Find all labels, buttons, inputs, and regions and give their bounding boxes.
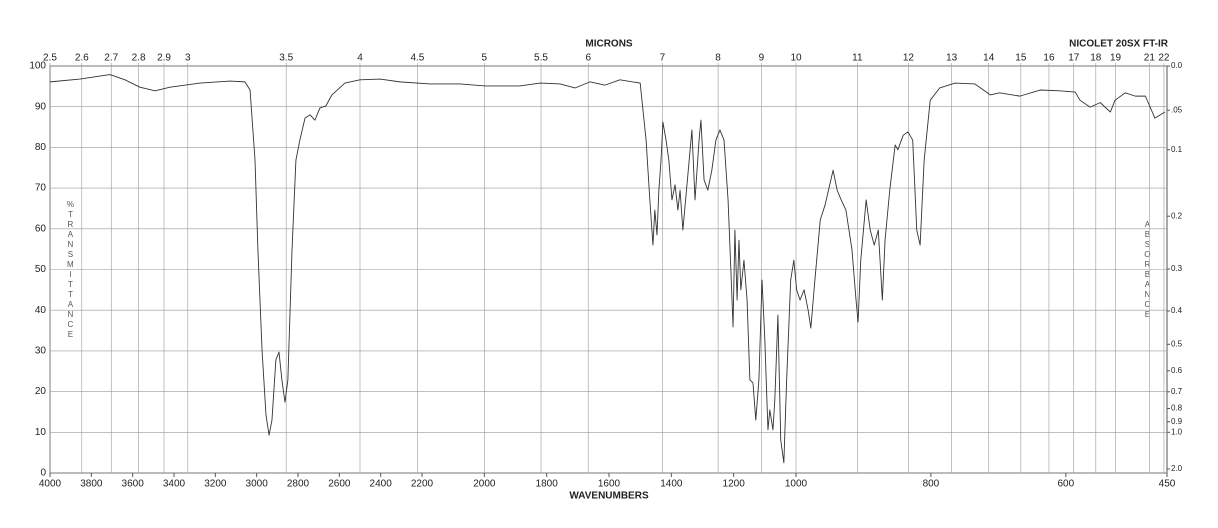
y-tick-label: 90	[35, 101, 47, 112]
x-tick-label: 1200	[723, 479, 746, 490]
x-tick-label: 3000	[246, 479, 269, 490]
x2-tick-label: 8	[715, 53, 721, 64]
y-tick-label: 100	[29, 61, 46, 72]
x2-tick-label: 7	[660, 53, 666, 64]
x-tick-label: 1000	[785, 479, 808, 490]
y-tick-label: 50	[35, 264, 47, 275]
x2-tick-label: 21	[1144, 53, 1156, 64]
x2-tick-label: 16	[1043, 53, 1055, 64]
y-tick-label: 40	[35, 305, 47, 316]
x2-tick-label: 2.8	[132, 53, 146, 64]
x2-tick-label: 3	[185, 53, 191, 64]
x2-tick-label: 9	[759, 53, 765, 64]
x-axis-label: WAVENUMBERS	[569, 491, 649, 502]
y2-tick-label: 0.3	[1171, 264, 1183, 273]
x2-tick-label: 15	[1015, 53, 1027, 64]
y2-tick-label: 0.1	[1171, 145, 1183, 154]
x-tick-label: 3600	[122, 479, 145, 490]
x2-tick-label: 11	[852, 53, 863, 64]
x-tick-label: 1800	[536, 479, 559, 490]
x-tick-label: 2400	[370, 479, 393, 490]
y2-tick-label: 0.8	[1171, 404, 1183, 413]
y-tick-label: 30	[35, 346, 47, 357]
y2-tick-label: 0.2	[1171, 211, 1183, 220]
x-tick-label: 1400	[660, 479, 683, 490]
x2-tick-label: 19	[1110, 53, 1122, 64]
x-tick-label: 3400	[163, 479, 186, 490]
x-tick-label: 4000	[39, 479, 62, 490]
y2-tick-label: .05	[1171, 105, 1183, 114]
x2-tick-label: 14	[983, 53, 995, 64]
x-tick-label: 600	[1057, 479, 1074, 490]
y-tick-label: 20	[35, 386, 47, 397]
x-tick-label: 2800	[287, 479, 310, 490]
x2-tick-label: 4	[357, 53, 363, 64]
y-tick-label: 60	[35, 223, 47, 234]
spectrum-line	[49, 74, 1166, 464]
y2-tick-label: 0.9	[1171, 417, 1183, 426]
x2-tick-label: 3.5	[279, 53, 293, 64]
x2-tick-label: 2.9	[157, 53, 171, 64]
x2-tick-label: 2.5	[43, 53, 57, 64]
y2-tick-label: 1.0	[1171, 427, 1183, 436]
x2-tick-label: 18	[1090, 53, 1102, 64]
y-tick-label: 70	[35, 183, 47, 194]
x-tick-label: 3200	[204, 479, 227, 490]
x2-tick-label: 10	[790, 53, 802, 64]
y-tick-label: 10	[35, 427, 47, 438]
x2-tick-label: 5	[482, 53, 488, 64]
y2-tick-label: 0.0	[1171, 61, 1183, 70]
y-tick-label: 80	[35, 142, 47, 153]
x2-tick-label: 2.6	[75, 53, 89, 64]
x2-tick-label: 4.5	[410, 53, 424, 64]
x2-tick-label: 13	[946, 53, 958, 64]
x-tick-label: 2600	[328, 479, 351, 490]
y2-tick-label: 2.0	[1171, 464, 1183, 473]
x2-tick-label: 5.5	[534, 53, 548, 64]
y2-tick-label: 0.6	[1171, 366, 1183, 375]
x2-tick-label: 2.7	[104, 53, 118, 64]
x-tick-label: 1600	[598, 479, 621, 490]
y2-axis-label: ABSORBANCE	[1143, 220, 1152, 320]
x-tick-label: 2200	[411, 479, 434, 490]
chart-title: NICOLET 20SX FT-IR	[1069, 39, 1169, 50]
x2-tick-label: 12	[903, 53, 915, 64]
y2-tick-label: 0.5	[1171, 339, 1183, 348]
x-tick-label: 800	[923, 479, 940, 490]
y2-tick-label: 0.4	[1171, 306, 1183, 315]
x2-axis-label: MICRONS	[585, 39, 633, 50]
y2-tick-label: 0.7	[1171, 387, 1183, 396]
y-axis-label: %TRANSMITTANCE	[66, 200, 75, 340]
x2-tick-label: 6	[585, 53, 591, 64]
x-tick-label: 450	[1159, 479, 1176, 490]
y-tick-label: 0	[40, 468, 46, 479]
x-tick-label: 2000	[473, 479, 496, 490]
x2-tick-label: 22	[1158, 53, 1170, 64]
x-tick-label: 3800	[80, 479, 103, 490]
x2-tick-label: 17	[1068, 53, 1080, 64]
